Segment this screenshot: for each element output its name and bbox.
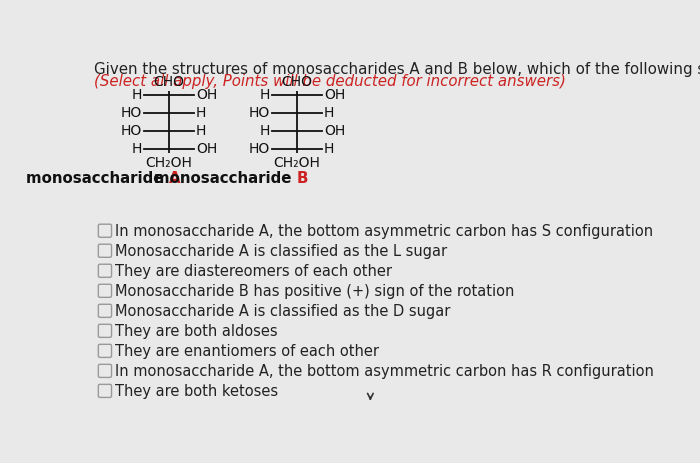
Text: CHO: CHO xyxy=(153,75,184,89)
FancyBboxPatch shape xyxy=(98,284,111,297)
Text: monosaccharide: monosaccharide xyxy=(154,171,297,187)
Text: OH: OH xyxy=(196,88,217,102)
Text: They are both ketoses: They are both ketoses xyxy=(116,384,279,399)
Text: H: H xyxy=(259,124,270,138)
Text: H: H xyxy=(324,142,335,156)
Text: In monosaccharide A, the bottom asymmetric carbon has S configuration: In monosaccharide A, the bottom asymmetr… xyxy=(116,224,654,239)
FancyBboxPatch shape xyxy=(98,324,111,338)
Text: H: H xyxy=(259,88,270,102)
Text: CHO: CHO xyxy=(281,75,312,89)
Text: CH₂OH: CH₂OH xyxy=(146,156,192,170)
Text: Monosaccharide A is classified as the D sugar: Monosaccharide A is classified as the D … xyxy=(116,304,451,319)
Text: HO: HO xyxy=(248,106,270,120)
Text: Given the structures of monosaccharides A and B below, which of the following st: Given the structures of monosaccharides … xyxy=(94,62,700,77)
Text: H: H xyxy=(132,142,141,156)
Text: monosaccharide: monosaccharide xyxy=(26,171,169,187)
Text: They are diastereomers of each other: They are diastereomers of each other xyxy=(116,264,393,279)
Text: OH: OH xyxy=(196,142,217,156)
FancyBboxPatch shape xyxy=(98,344,111,357)
Text: Monosaccharide B has positive (+) sign of the rotation: Monosaccharide B has positive (+) sign o… xyxy=(116,284,514,299)
Text: B: B xyxy=(297,171,308,187)
Text: In monosaccharide A, the bottom asymmetric carbon has R configuration: In monosaccharide A, the bottom asymmetr… xyxy=(116,364,654,379)
Text: H: H xyxy=(324,106,335,120)
FancyBboxPatch shape xyxy=(98,264,111,277)
FancyBboxPatch shape xyxy=(98,224,111,237)
Text: CH₂OH: CH₂OH xyxy=(273,156,320,170)
FancyBboxPatch shape xyxy=(98,244,111,257)
Text: HO: HO xyxy=(248,142,270,156)
Text: Monosaccharide A is classified as the L sugar: Monosaccharide A is classified as the L … xyxy=(116,244,447,259)
Text: H: H xyxy=(132,88,141,102)
Text: HO: HO xyxy=(120,124,141,138)
Text: H: H xyxy=(196,124,206,138)
Text: OH: OH xyxy=(324,88,345,102)
Text: OH: OH xyxy=(324,124,345,138)
FancyBboxPatch shape xyxy=(98,384,111,397)
Text: They are enantiomers of each other: They are enantiomers of each other xyxy=(116,344,379,359)
Text: They are both aldoses: They are both aldoses xyxy=(116,324,278,339)
Text: A: A xyxy=(169,171,181,187)
Text: (Select all apply, Points will be deducted for incorrect answers): (Select all apply, Points will be deduct… xyxy=(94,74,566,89)
FancyBboxPatch shape xyxy=(98,364,111,377)
Text: H: H xyxy=(196,106,206,120)
Text: HO: HO xyxy=(120,106,141,120)
FancyBboxPatch shape xyxy=(98,304,111,317)
